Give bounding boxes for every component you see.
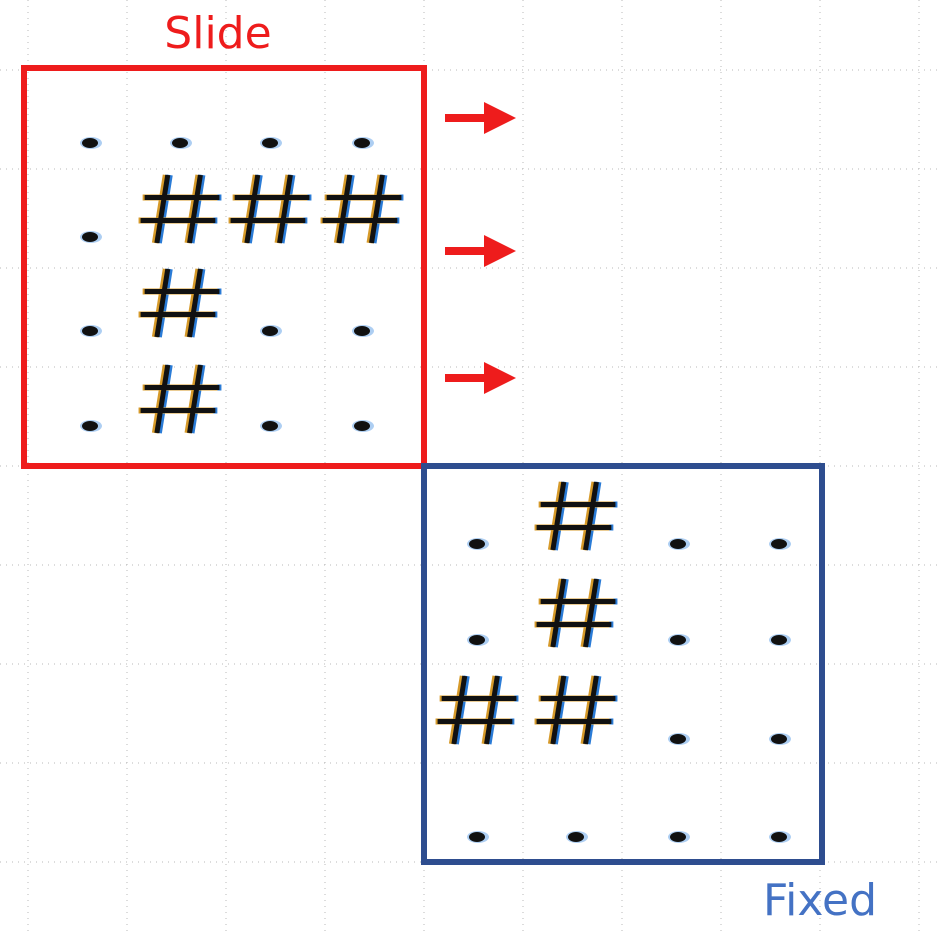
- dot-cell: [80, 420, 102, 432]
- slide-grid: [80, 137, 404, 434]
- dot-cell: [80, 231, 102, 243]
- hash-cell: [534, 675, 618, 745]
- dot-cell: [80, 325, 102, 337]
- slide-box: [21, 65, 427, 469]
- dot-cell: [352, 420, 374, 432]
- dot-cell: [352, 325, 374, 337]
- dot-cell: [260, 420, 282, 432]
- hash-cell: [534, 578, 618, 648]
- dot-cell: [467, 538, 489, 550]
- dot-cell: [769, 538, 791, 550]
- fixed-box: [421, 463, 825, 865]
- slide-label: Slide: [164, 8, 271, 59]
- dot-cell: [668, 634, 690, 646]
- dot-cell: [566, 831, 588, 843]
- dot-cell: [352, 137, 374, 149]
- hash-cell: [435, 675, 519, 745]
- hash-cell: [138, 174, 222, 244]
- hash-cell: [534, 481, 618, 551]
- arrow-right: [445, 235, 516, 267]
- dot-cell: [668, 538, 690, 550]
- dot-cell: [260, 325, 282, 337]
- dot-cell: [769, 634, 791, 646]
- slide-arrows: [445, 102, 516, 394]
- dot-cell: [80, 137, 102, 149]
- dot-cell: [668, 831, 690, 843]
- arrow-right: [445, 102, 516, 134]
- dot-cell: [170, 137, 192, 149]
- dot-cell: [260, 137, 282, 149]
- dot-cell: [769, 831, 791, 843]
- hash-cell: [320, 174, 404, 244]
- dot-cell: [668, 733, 690, 745]
- dot-cell: [467, 831, 489, 843]
- arrow-right: [445, 362, 516, 394]
- hash-cell: [138, 268, 222, 338]
- dot-cell: [769, 733, 791, 745]
- dot-cell: [467, 634, 489, 646]
- hash-cell: [228, 174, 312, 244]
- fixed-grid: [435, 481, 791, 843]
- fixed-label: Fixed: [763, 875, 877, 926]
- hash-cell: [138, 364, 222, 434]
